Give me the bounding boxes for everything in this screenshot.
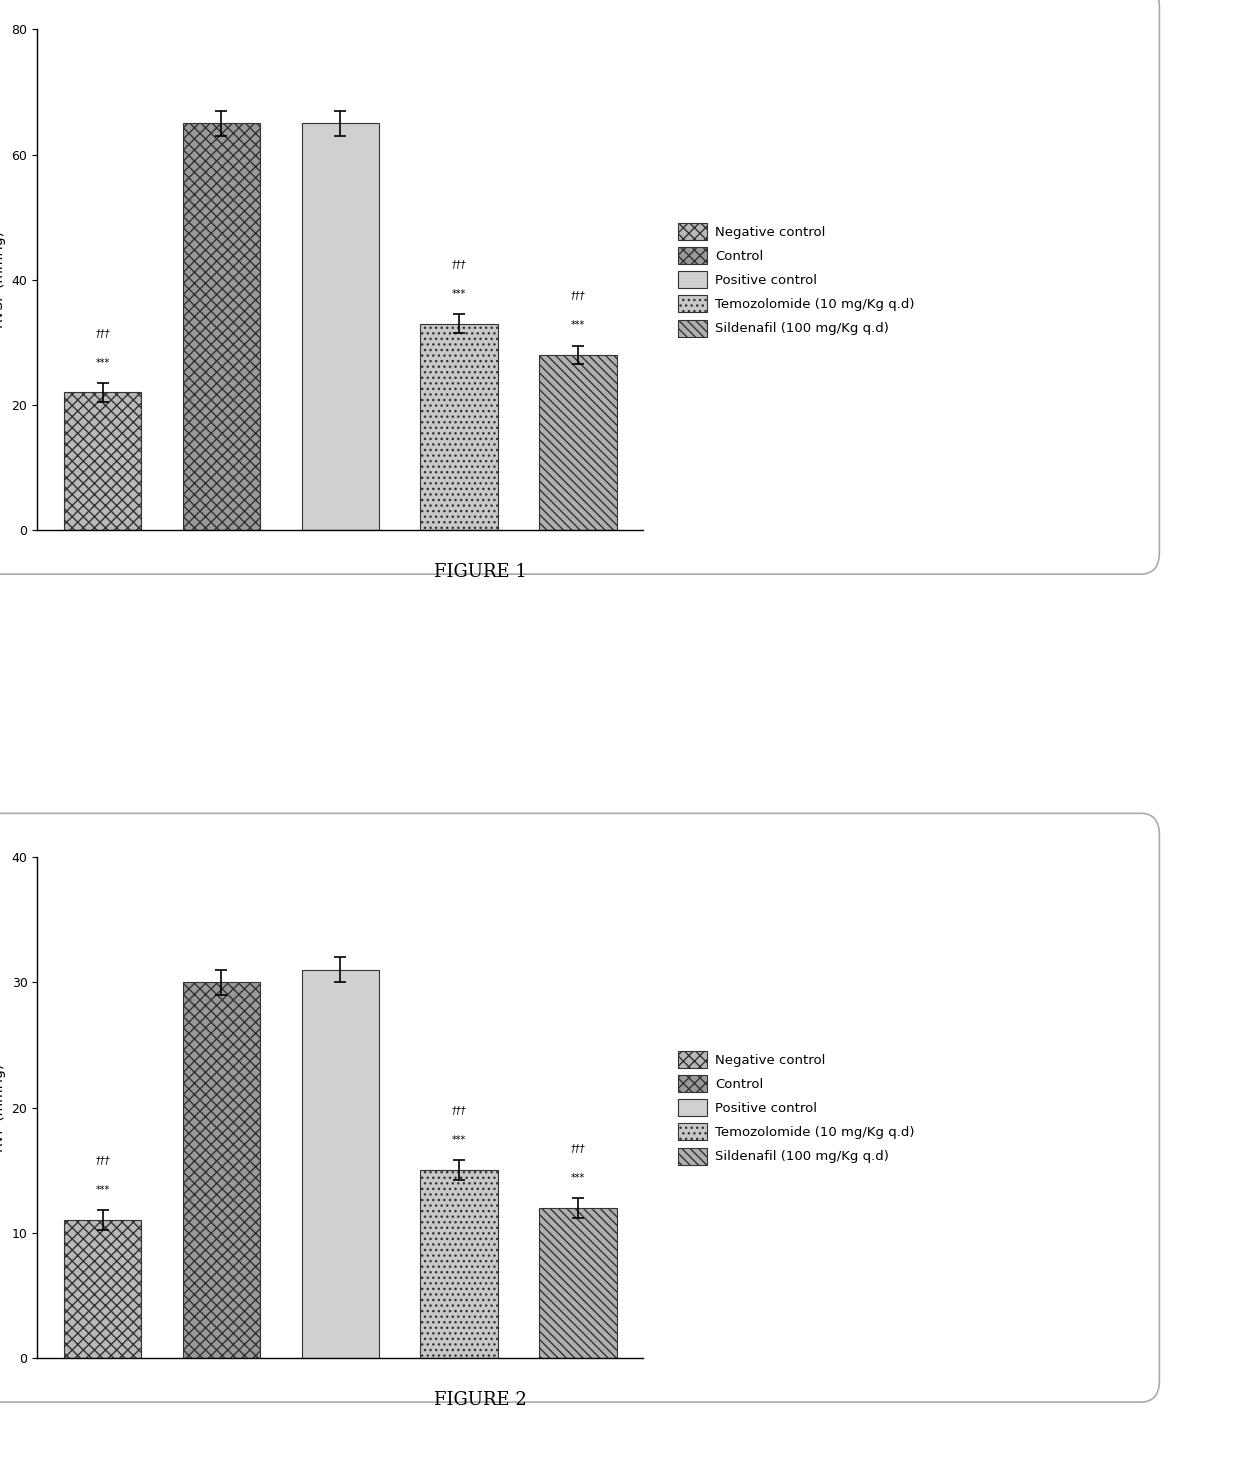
Text: †††: ††† (451, 259, 466, 269)
Legend: Negative control, Control, Positive control, Temozolomide (10 mg/Kg q.d), Silden: Negative control, Control, Positive cont… (678, 223, 914, 337)
Bar (182, 123, 260, 530)
Bar (539, 1208, 616, 1359)
Bar (539, 354, 616, 530)
Y-axis label: RVP (mmHg): RVP (mmHg) (0, 1063, 6, 1152)
Text: ***: *** (95, 359, 109, 367)
Bar (301, 971, 379, 1359)
Text: ***: *** (451, 1135, 466, 1145)
Bar (182, 982, 260, 1359)
Text: †††: ††† (570, 290, 585, 300)
Legend: Negative control, Control, Positive control, Temozolomide (10 mg/Kg q.d), Silden: Negative control, Control, Positive cont… (678, 1051, 914, 1165)
Text: †††: ††† (451, 1105, 466, 1116)
Bar (64, 1221, 141, 1359)
Text: †††: ††† (570, 1143, 585, 1152)
Text: ***: *** (570, 1173, 585, 1183)
Y-axis label: RVSP (mmHg): RVSP (mmHg) (0, 231, 6, 328)
Text: FIGURE 1: FIGURE 1 (434, 564, 527, 581)
Text: ***: *** (451, 290, 466, 299)
Bar (420, 324, 497, 530)
Bar (420, 1170, 497, 1359)
Text: FIGURE 2: FIGURE 2 (434, 1391, 527, 1410)
Text: ***: *** (570, 321, 585, 331)
Bar (301, 123, 379, 530)
Bar (64, 392, 141, 530)
Text: †††: ††† (95, 328, 110, 338)
Text: ***: *** (95, 1186, 109, 1196)
Text: †††: ††† (95, 1155, 110, 1165)
